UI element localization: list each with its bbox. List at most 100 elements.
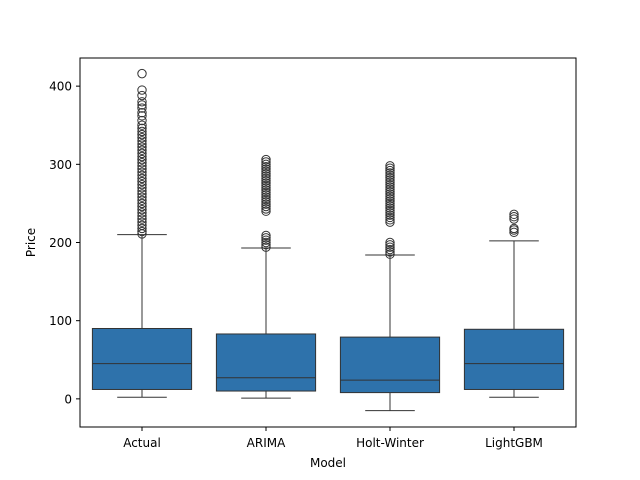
outlier-point bbox=[137, 142, 147, 152]
outlier-point bbox=[137, 151, 147, 162]
outlier-point bbox=[509, 209, 519, 220]
outlier-point bbox=[385, 240, 395, 250]
outlier-point bbox=[137, 154, 147, 165]
outlier-point bbox=[137, 179, 147, 190]
outlier-point bbox=[385, 177, 395, 188]
outlier-point bbox=[509, 212, 519, 222]
outlier-point bbox=[261, 164, 271, 174]
outlier-point bbox=[137, 195, 147, 205]
outlier-point bbox=[261, 187, 271, 198]
outlier-point bbox=[385, 184, 395, 195]
outlier-point bbox=[137, 201, 147, 212]
y-tick-label: 200 bbox=[49, 236, 72, 250]
outlier-point bbox=[261, 159, 271, 170]
outlier-point bbox=[385, 205, 395, 216]
box-actual bbox=[91, 68, 193, 398]
outlier-point bbox=[137, 120, 147, 130]
interquartile-box bbox=[463, 328, 565, 390]
x-tick-label: ARIMA bbox=[247, 436, 286, 450]
outlier-point bbox=[385, 198, 395, 209]
outlier-point bbox=[509, 214, 519, 224]
outlier-point bbox=[137, 220, 147, 231]
outlier-point bbox=[385, 244, 395, 255]
outlier-point bbox=[261, 233, 271, 243]
y-tick-label: 0 bbox=[64, 392, 72, 406]
outlier-point bbox=[137, 198, 147, 209]
outlier-point bbox=[137, 211, 147, 221]
outlier-point bbox=[261, 237, 271, 248]
outlier-point bbox=[385, 161, 395, 171]
outlier-point bbox=[137, 164, 147, 174]
outlier-point bbox=[385, 212, 395, 223]
box-holt-winter bbox=[339, 161, 441, 412]
y-tick-label: 100 bbox=[49, 314, 72, 328]
outlier-point bbox=[137, 115, 147, 126]
outlier-point bbox=[137, 204, 147, 215]
outlier-point bbox=[261, 204, 271, 214]
outlier-point bbox=[137, 176, 147, 187]
outlier-point bbox=[261, 235, 271, 245]
outlier-point bbox=[261, 194, 271, 205]
outlier-point bbox=[385, 165, 395, 176]
outlier-point bbox=[385, 191, 395, 202]
outlier-point bbox=[137, 167, 147, 177]
outlier-point bbox=[261, 185, 271, 195]
outlier-point bbox=[137, 108, 147, 118]
outlier-point bbox=[137, 145, 147, 155]
outlier-point bbox=[385, 194, 395, 204]
outlier-point bbox=[261, 192, 271, 202]
outlier-point bbox=[261, 180, 271, 191]
outlier-point bbox=[137, 186, 147, 196]
outlier-point bbox=[137, 183, 147, 193]
outlier-point bbox=[137, 111, 147, 121]
outlier-point bbox=[137, 173, 147, 184]
outlier-point bbox=[385, 247, 395, 257]
outlier-point bbox=[261, 230, 271, 241]
outlier-point bbox=[385, 182, 395, 192]
outlier-point bbox=[137, 85, 147, 95]
outlier-point bbox=[137, 97, 147, 107]
outlier-point bbox=[261, 157, 271, 167]
outlier-point bbox=[137, 161, 147, 171]
outlier-point bbox=[137, 158, 147, 168]
outlier-point bbox=[385, 179, 395, 190]
outlier-point bbox=[261, 199, 271, 209]
outlier-point bbox=[137, 214, 147, 224]
outlier-point bbox=[261, 242, 271, 252]
outlier-point bbox=[385, 186, 395, 197]
outlier-point bbox=[261, 166, 271, 177]
outlier-point bbox=[137, 226, 147, 237]
outlier-point bbox=[385, 201, 395, 211]
outlier-point bbox=[261, 197, 271, 207]
outlier-point bbox=[137, 139, 147, 149]
outlier-point bbox=[137, 170, 147, 180]
outlier-point bbox=[261, 154, 271, 165]
outlier-point bbox=[385, 217, 395, 227]
outlier-point bbox=[261, 190, 271, 200]
outlier-point bbox=[261, 206, 271, 216]
box-lightgbm bbox=[463, 209, 565, 398]
x-tick-label: Holt-Winter bbox=[356, 436, 424, 450]
outlier-point bbox=[137, 129, 147, 140]
outlier-point bbox=[509, 227, 519, 238]
outlier-point bbox=[261, 161, 271, 172]
outlier-point bbox=[385, 215, 395, 225]
outlier-point bbox=[137, 223, 147, 234]
outlier-point bbox=[261, 183, 271, 193]
outlier-point bbox=[385, 203, 395, 213]
outlier-point bbox=[137, 90, 147, 101]
outlier-point bbox=[261, 169, 271, 179]
outlier-point bbox=[509, 223, 519, 234]
outlier-point bbox=[385, 242, 395, 252]
outlier-point bbox=[137, 68, 147, 79]
outlier-point bbox=[137, 133, 147, 143]
outlier-point bbox=[385, 249, 395, 259]
outlier-point bbox=[385, 196, 395, 206]
outlier-point bbox=[385, 172, 395, 183]
interquartile-box bbox=[91, 327, 193, 390]
outlier-point bbox=[137, 192, 147, 202]
outlier-point bbox=[137, 103, 147, 113]
outlier-point bbox=[261, 240, 271, 250]
boxes-layer bbox=[91, 68, 565, 412]
